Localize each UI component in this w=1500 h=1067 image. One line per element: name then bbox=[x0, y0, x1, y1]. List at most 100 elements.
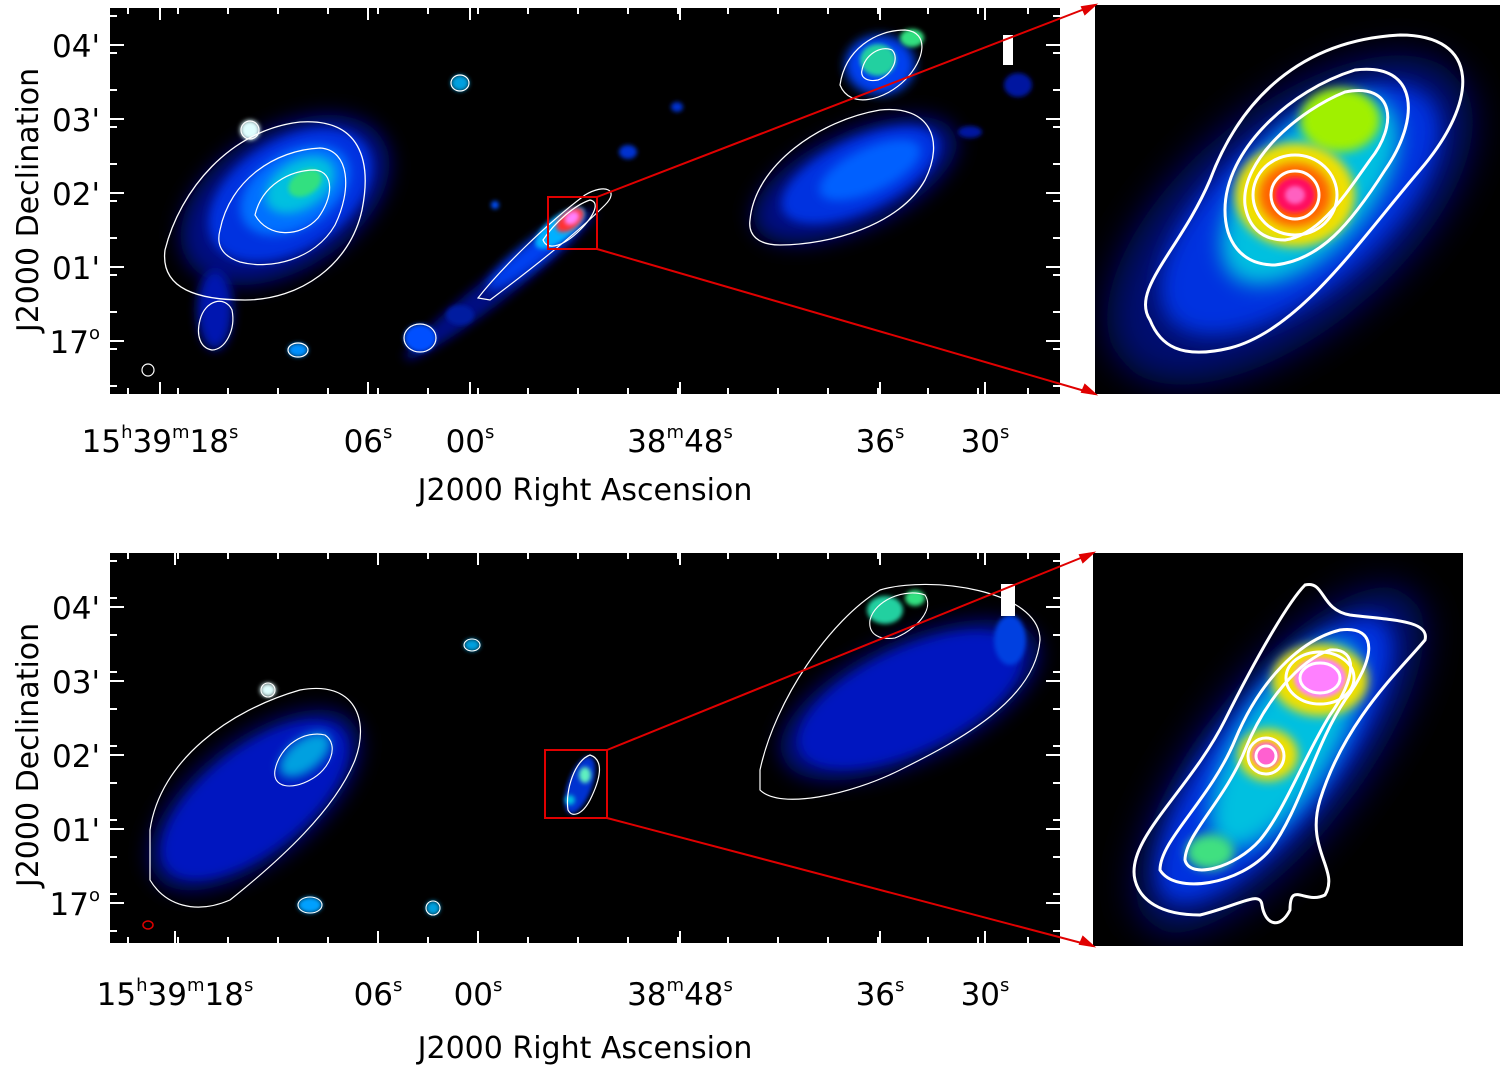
top-beam-marker bbox=[1003, 35, 1013, 65]
bottom-zoom-box bbox=[544, 749, 608, 819]
top-y-tick-label-part: 02' bbox=[52, 177, 100, 213]
bottom-y-tick-label-part: 17 bbox=[50, 887, 89, 923]
bottom-x-tick-label-part: s bbox=[895, 975, 904, 996]
bottom-left-cloud bbox=[149, 682, 362, 914]
top-inset bbox=[1095, 5, 1500, 394]
top-y-tick-label: 02' bbox=[52, 177, 100, 213]
top-x-tick-label: 30s bbox=[961, 422, 1010, 460]
top-emission-map bbox=[141, 29, 1032, 377]
bottom-x-tick-label: 15h39m18s bbox=[97, 975, 254, 1013]
bottom-panel bbox=[110, 553, 1060, 943]
bottom-y-tick-label: 04' bbox=[52, 591, 100, 627]
top-x-tick-label-part: m bbox=[172, 422, 190, 443]
top-x-tick-label-part: 00 bbox=[446, 424, 485, 460]
bottom-x-tick-label-part: h bbox=[136, 975, 147, 996]
top-x-tick-label: 15h39m18s bbox=[82, 422, 239, 460]
bottom-x-tick-label: 38m48s bbox=[627, 975, 733, 1013]
top-x-tick-labels: 15h39m18s 06s 00s 38m48s 36s 30s bbox=[82, 422, 1010, 460]
bottom-x-tick-label: 36s bbox=[856, 975, 905, 1013]
bottom-y-tick-label: 17o bbox=[50, 885, 100, 923]
top-x-tick-label-part: 39 bbox=[133, 424, 172, 460]
top-y-tick-label: 01' bbox=[52, 251, 100, 287]
top-left-cloud bbox=[164, 114, 390, 358]
bottom-y-tick-label: 03' bbox=[52, 665, 100, 701]
bottom-x-tick-label-part: 36 bbox=[856, 977, 895, 1013]
bottom-x-tick-label: 30s bbox=[961, 975, 1010, 1013]
bottom-zoom-connectors bbox=[606, 551, 1097, 948]
bottom-y-tick-label-part: 04' bbox=[52, 591, 100, 627]
bottom-x-tick-label-part: s bbox=[493, 975, 502, 996]
bottom-x-tick-label-part: 15 bbox=[97, 977, 136, 1013]
top-panel bbox=[110, 8, 1060, 394]
top-x-tick-label-part: m bbox=[667, 422, 685, 443]
bottom-x-tick-label-part: s bbox=[1000, 975, 1009, 996]
top-x-tick-label-part: h bbox=[121, 422, 132, 443]
top-x-tick-label-part: s bbox=[229, 422, 238, 443]
bottom-x-tick-label-part: m bbox=[667, 975, 685, 996]
top-x-tick-label-part: 30 bbox=[961, 424, 1000, 460]
top-x-tick-label-part: 48 bbox=[684, 424, 723, 460]
bottom-x-axis-title: J2000 Right Ascension bbox=[416, 1031, 753, 1066]
top-beam-ellipse bbox=[141, 363, 155, 377]
top-x-tick-label-part: s bbox=[724, 422, 733, 443]
top-x-tick-label: 36s bbox=[856, 422, 905, 460]
top-x-tick-label-part: 36 bbox=[856, 424, 895, 460]
bottom-y-tick-label-part: o bbox=[89, 885, 100, 906]
bottom-x-tick-label-part: m bbox=[187, 975, 205, 996]
bottom-beam-marker bbox=[1001, 584, 1015, 616]
top-x-axis-title: J2000 Right Ascension bbox=[416, 473, 753, 508]
bottom-beam-ellipse bbox=[142, 920, 154, 930]
bottom-ticks bbox=[110, 553, 1060, 943]
bottom-x-tick-label: 06s bbox=[354, 975, 403, 1013]
top-y-tick-label: 17o bbox=[50, 323, 100, 361]
top-y-tick-label-part: 03' bbox=[52, 103, 100, 139]
bottom-x-tick-label: 00s bbox=[454, 975, 503, 1013]
bottom-x-tick-label-part: 00 bbox=[454, 977, 493, 1013]
bottom-y-tick-label-part: 01' bbox=[52, 813, 100, 849]
top-y-tick-labels: 04' 03' 02' 01' 17o bbox=[50, 29, 100, 361]
top-x-tick-label: 38m48s bbox=[627, 422, 733, 460]
top-y-tick-label: 03' bbox=[52, 103, 100, 139]
bottom-y-tick-label: 02' bbox=[52, 739, 100, 775]
top-x-tick-label-part: s bbox=[383, 422, 392, 443]
top-ticks bbox=[110, 8, 1060, 394]
bottom-right-cloud bbox=[759, 583, 1041, 800]
top-x-tick-label-part: s bbox=[485, 422, 494, 443]
bottom-emission-map bbox=[142, 583, 1041, 930]
top-right-cloud bbox=[749, 29, 1032, 246]
bottom-y-tick-label-part: 03' bbox=[52, 665, 100, 701]
top-x-tick-label-part: 38 bbox=[627, 424, 666, 460]
top-x-tick-label-part: s bbox=[1000, 422, 1009, 443]
bottom-y-tick-label: 01' bbox=[52, 813, 100, 849]
top-x-tick-label: 00s bbox=[446, 422, 495, 460]
top-y-tick-label-part: 04' bbox=[52, 29, 100, 65]
top-zoom-connectors bbox=[596, 3, 1099, 396]
bottom-inset bbox=[1093, 553, 1463, 946]
top-x-tick-label-part: 18 bbox=[190, 424, 229, 460]
bottom-x-tick-label-part: 48 bbox=[684, 977, 723, 1013]
bottom-x-tick-label-part: 30 bbox=[961, 977, 1000, 1013]
bottom-x-tick-label-part: s bbox=[393, 975, 402, 996]
top-y-axis-title: J2000 Declination bbox=[11, 68, 46, 334]
bottom-y-axis-title: J2000 Declination bbox=[11, 623, 46, 889]
bottom-x-tick-label-part: s bbox=[724, 975, 733, 996]
bottom-x-tick-label-part: 06 bbox=[354, 977, 393, 1013]
bottom-x-tick-labels: 15h39m18s 06s 00s 38m48s 36s 30s bbox=[97, 975, 1010, 1013]
bottom-y-tick-label-part: 02' bbox=[52, 739, 100, 775]
bottom-central-filament bbox=[425, 638, 600, 916]
bottom-x-tick-label-part: s bbox=[244, 975, 253, 996]
top-y-tick-label-part: 17 bbox=[50, 325, 89, 361]
top-x-tick-label-part: s bbox=[895, 422, 904, 443]
bottom-x-tick-label-part: 39 bbox=[148, 977, 187, 1013]
top-x-tick-label-part: 15 bbox=[82, 424, 121, 460]
top-zoom-box bbox=[547, 196, 598, 250]
bottom-x-tick-label-part: 38 bbox=[627, 977, 666, 1013]
top-x-tick-label-part: 06 bbox=[344, 424, 383, 460]
top-y-tick-label-part: o bbox=[89, 323, 100, 344]
bottom-inset-emission bbox=[1132, 582, 1427, 933]
top-y-tick-label-part: 01' bbox=[52, 251, 100, 287]
top-x-tick-label: 06s bbox=[344, 422, 393, 460]
bottom-y-tick-labels: 04' 03' 02' 01' 17o bbox=[50, 591, 100, 923]
top-y-tick-label: 04' bbox=[52, 29, 100, 65]
